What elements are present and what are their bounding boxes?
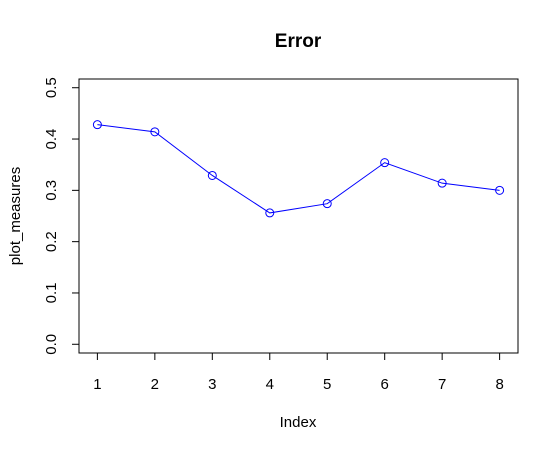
- data-point: [495, 185, 505, 195]
- x-axis-label: Index: [280, 414, 317, 431]
- series-group: [92, 120, 505, 218]
- x-tick-label: 3: [208, 376, 216, 393]
- data-point: [92, 120, 102, 130]
- y-tick-label: 0.1: [43, 283, 60, 304]
- x-tick-label: 2: [151, 376, 159, 393]
- data-point: [150, 127, 160, 137]
- y-tick-label: 0.5: [43, 77, 60, 98]
- data-point: [207, 170, 217, 180]
- x-tick-label: 7: [438, 376, 446, 393]
- x-tick-label: 6: [381, 376, 389, 393]
- x-axis: 1 2 3 4 5 6 7 8: [93, 352, 504, 393]
- y-tick-label: 0.3: [43, 180, 60, 201]
- y-tick-label: 0.2: [43, 231, 60, 252]
- data-point: [265, 208, 275, 218]
- x-tick-label: 5: [323, 376, 331, 393]
- y-tick-label: 0.0: [43, 334, 60, 355]
- series-line: [97, 124, 500, 214]
- y-tick-label: 0.4: [43, 129, 60, 150]
- y-axis: 0.0 0.1 0.2 0.3 0.4 0.5: [43, 77, 80, 355]
- chart-title: Error: [275, 31, 322, 52]
- x-tick-label: 8: [495, 376, 503, 393]
- data-point: [437, 178, 447, 188]
- x-tick-label: 1: [93, 376, 101, 393]
- data-point: [380, 158, 390, 168]
- data-point: [322, 199, 332, 209]
- plot-box: [78, 78, 519, 354]
- y-axis-label: plot_measures: [7, 167, 24, 265]
- x-tick-label: 4: [266, 376, 274, 393]
